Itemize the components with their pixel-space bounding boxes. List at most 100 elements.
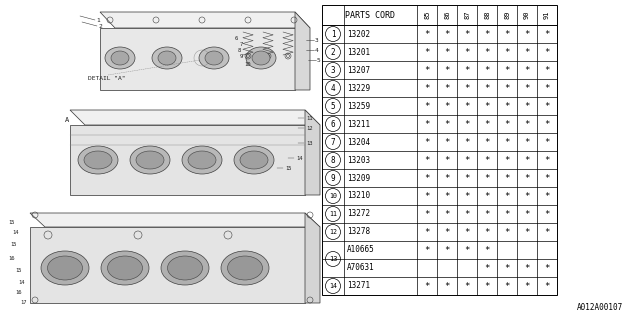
Text: *: * xyxy=(504,210,509,219)
Text: *: * xyxy=(464,84,470,92)
Text: *: * xyxy=(504,66,509,75)
Ellipse shape xyxy=(199,47,229,69)
Text: *: * xyxy=(464,47,470,57)
Polygon shape xyxy=(30,227,305,303)
Text: *: * xyxy=(464,228,470,236)
Text: *: * xyxy=(444,191,450,201)
Text: 5: 5 xyxy=(331,101,335,110)
Text: 15: 15 xyxy=(285,165,291,171)
Text: 13229: 13229 xyxy=(347,84,370,92)
Text: *: * xyxy=(484,47,490,57)
Text: A: A xyxy=(65,117,69,123)
Ellipse shape xyxy=(136,151,164,169)
Text: *: * xyxy=(444,245,450,254)
Text: *: * xyxy=(504,191,509,201)
Text: 87: 87 xyxy=(464,11,470,19)
Ellipse shape xyxy=(240,151,268,169)
Text: *: * xyxy=(524,66,530,75)
Text: 7: 7 xyxy=(331,138,335,147)
Text: *: * xyxy=(444,228,450,236)
Text: *: * xyxy=(424,282,429,291)
Text: *: * xyxy=(484,228,490,236)
Text: 4: 4 xyxy=(331,84,335,92)
Ellipse shape xyxy=(41,251,89,285)
Text: *: * xyxy=(484,84,490,92)
Ellipse shape xyxy=(158,51,176,65)
Text: *: * xyxy=(504,263,509,273)
Text: *: * xyxy=(464,119,470,129)
Text: 8: 8 xyxy=(331,156,335,164)
Text: *: * xyxy=(524,173,530,182)
Text: 12: 12 xyxy=(306,125,312,131)
Text: *: * xyxy=(464,29,470,38)
Text: *: * xyxy=(444,101,450,110)
Text: *: * xyxy=(484,156,490,164)
Text: 13207: 13207 xyxy=(347,66,370,75)
Text: *: * xyxy=(484,119,490,129)
Text: *: * xyxy=(544,119,550,129)
Ellipse shape xyxy=(205,51,223,65)
Text: 86: 86 xyxy=(444,11,450,19)
Text: *: * xyxy=(504,228,509,236)
Text: *: * xyxy=(464,173,470,182)
Circle shape xyxy=(110,263,120,273)
Text: *: * xyxy=(444,138,450,147)
Text: *: * xyxy=(524,191,530,201)
Polygon shape xyxy=(70,125,305,195)
Polygon shape xyxy=(305,110,320,195)
Text: *: * xyxy=(524,156,530,164)
Ellipse shape xyxy=(221,251,269,285)
Text: *: * xyxy=(504,84,509,92)
Text: 13203: 13203 xyxy=(347,156,370,164)
Ellipse shape xyxy=(152,47,182,69)
Circle shape xyxy=(230,263,240,273)
Text: *: * xyxy=(424,29,429,38)
Text: 10: 10 xyxy=(244,61,250,67)
Ellipse shape xyxy=(161,251,209,285)
Text: *: * xyxy=(544,66,550,75)
Text: *: * xyxy=(504,119,509,129)
Text: A012A00107: A012A00107 xyxy=(577,303,623,313)
Text: *: * xyxy=(484,191,490,201)
Text: 13210: 13210 xyxy=(347,191,370,201)
Text: *: * xyxy=(464,245,470,254)
Text: *: * xyxy=(524,84,530,92)
Text: 13204: 13204 xyxy=(347,138,370,147)
Text: 12: 12 xyxy=(329,229,337,235)
Text: DETAIL "A": DETAIL "A" xyxy=(88,76,125,81)
Circle shape xyxy=(170,263,180,273)
Text: *: * xyxy=(544,138,550,147)
Ellipse shape xyxy=(47,256,83,280)
Text: *: * xyxy=(464,191,470,201)
Text: *: * xyxy=(464,138,470,147)
Text: *: * xyxy=(424,191,429,201)
Ellipse shape xyxy=(105,47,135,69)
Ellipse shape xyxy=(84,151,112,169)
Text: *: * xyxy=(484,210,490,219)
Text: *: * xyxy=(464,156,470,164)
Text: 11: 11 xyxy=(329,211,337,217)
Text: 11: 11 xyxy=(306,116,312,121)
Text: *: * xyxy=(424,138,429,147)
Circle shape xyxy=(190,263,200,273)
Text: *: * xyxy=(524,282,530,291)
Ellipse shape xyxy=(111,51,129,65)
Text: *: * xyxy=(424,173,429,182)
Text: 3: 3 xyxy=(331,66,335,75)
Text: 13271: 13271 xyxy=(347,282,370,291)
Text: 17: 17 xyxy=(20,300,26,306)
Polygon shape xyxy=(70,110,320,125)
Text: *: * xyxy=(544,47,550,57)
Text: *: * xyxy=(504,282,509,291)
Text: *: * xyxy=(524,228,530,236)
Text: 90: 90 xyxy=(524,11,530,19)
Text: 13202: 13202 xyxy=(347,29,370,38)
Text: *: * xyxy=(544,84,550,92)
Text: *: * xyxy=(464,101,470,110)
Ellipse shape xyxy=(101,251,149,285)
Circle shape xyxy=(130,263,140,273)
Polygon shape xyxy=(305,213,320,303)
Text: 6: 6 xyxy=(235,36,238,41)
Text: *: * xyxy=(544,282,550,291)
Text: *: * xyxy=(524,263,530,273)
